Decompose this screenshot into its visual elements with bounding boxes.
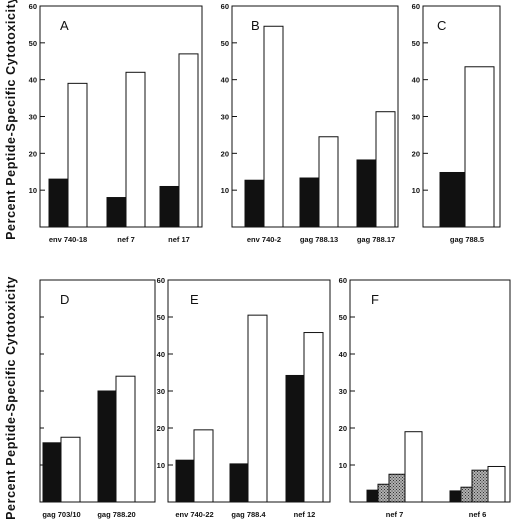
bar [449, 490, 462, 503]
bar [178, 53, 199, 228]
y-tick-label: 20 [221, 149, 229, 158]
category-label: gag 788.17 [357, 235, 395, 244]
y-tick-label: 10 [221, 186, 229, 195]
bar [244, 179, 265, 228]
y-tick-label: 60 [339, 276, 347, 285]
y-tick-label: 60 [221, 2, 229, 11]
y-tick-label: 60 [29, 2, 37, 11]
bar [471, 469, 489, 503]
bar [193, 429, 214, 503]
y-tick-label: 10 [339, 461, 347, 470]
y-axis-label-bottom: Percent Peptide-Specific Cytotoxicity [4, 276, 18, 520]
category-label: gag 703/10 [42, 510, 80, 519]
bar [42, 442, 62, 503]
bar [263, 25, 284, 228]
category-label: nef 17 [168, 235, 190, 244]
bar [67, 82, 88, 228]
bar [229, 463, 249, 503]
category-label: gag 788.4 [231, 510, 266, 519]
y-tick-label: 20 [339, 424, 347, 433]
bar [60, 436, 81, 503]
y-tick-label: 40 [157, 350, 165, 359]
y-tick-label: 40 [339, 350, 347, 359]
panel-letter: D [60, 292, 69, 307]
y-tick-label: 50 [339, 313, 347, 322]
y-tick-label: 30 [339, 387, 347, 396]
plot-frame [349, 279, 511, 503]
category-label: gag 788.5 [450, 235, 484, 244]
y-tick-label: 20 [412, 149, 420, 158]
y-axis-label-top: Percent Peptide-Specific Cytotoxicity [4, 0, 18, 240]
panel-letter: C [437, 18, 446, 33]
y-tick-label: 60 [412, 2, 420, 11]
y-tick-label: 60 [157, 276, 165, 285]
category-label: env 740-18 [49, 235, 87, 244]
y-tick-label: 40 [412, 76, 420, 85]
bar [48, 178, 69, 228]
bar [404, 431, 423, 503]
bar [115, 375, 136, 503]
bar [375, 111, 396, 228]
bar [285, 374, 305, 503]
bar [460, 486, 473, 503]
bar [175, 459, 195, 503]
bar [388, 473, 406, 503]
y-tick-label: 10 [157, 461, 165, 470]
bar [439, 171, 466, 228]
y-tick-label: 50 [157, 313, 165, 322]
bar [377, 483, 390, 503]
category-label: nef 12 [294, 510, 316, 519]
panel-letter: A [60, 18, 69, 33]
y-tick-label: 30 [157, 387, 165, 396]
panel-letter: E [190, 292, 199, 307]
bar [247, 314, 268, 503]
y-tick-label: 10 [29, 186, 37, 195]
category-label: gag 788.13 [300, 235, 338, 244]
category-label: nef 7 [117, 235, 135, 244]
category-label: gag 788.20 [97, 510, 135, 519]
bar [125, 71, 146, 228]
category-label: env 740-2 [247, 235, 281, 244]
y-tick-label: 10 [412, 186, 420, 195]
y-tick-label: 50 [221, 39, 229, 48]
y-tick-label: 20 [29, 149, 37, 158]
y-tick-label: 40 [221, 76, 229, 85]
bar [97, 390, 117, 503]
y-tick-label: 30 [29, 113, 37, 122]
bar [464, 66, 495, 228]
bar [303, 332, 324, 503]
y-tick-label: 50 [29, 39, 37, 48]
category-label: nef 7 [386, 510, 404, 519]
category-label: env 740-22 [175, 510, 213, 519]
bar [299, 177, 320, 228]
category-label: nef 6 [469, 510, 487, 519]
bar [487, 465, 506, 503]
bar [159, 185, 180, 228]
y-tick-label: 40 [29, 76, 37, 85]
bar [356, 159, 377, 228]
y-tick-label: 50 [412, 39, 420, 48]
bar [106, 197, 127, 228]
bar [366, 489, 379, 503]
y-tick-label: 20 [157, 424, 165, 433]
bar [318, 136, 339, 228]
y-tick-label: 30 [221, 113, 229, 122]
panel-letter: F [371, 292, 379, 307]
y-tick-label: 30 [412, 113, 420, 122]
panel-letter: B [251, 18, 260, 33]
